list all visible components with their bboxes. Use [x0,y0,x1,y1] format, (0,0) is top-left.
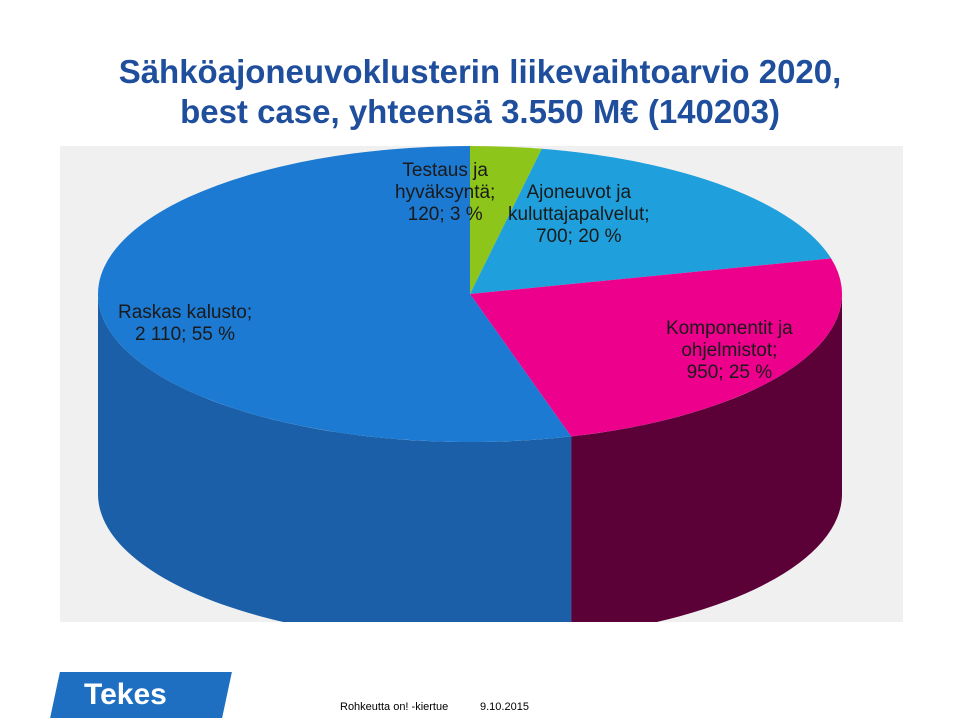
slice-label-ajoneuvot: Ajoneuvot ja kuluttajapalvelut; 700; 20 … [508,182,650,248]
slice-label-raskas: Raskas kalusto; 2 110; 55 % [118,302,252,346]
pie-top-faces [98,146,842,442]
chart-title: Sähköajoneuvoklusterin liikevaihtoarvio … [0,52,960,132]
slice-label-line: kuluttajapalvelut; [508,204,650,225]
pie-slice-0 [470,146,542,294]
chart-title-line-1: Sähköajoneuvoklusterin liikevaihtoarvio … [118,53,842,90]
slice-label-line: Raskas kalusto; [118,302,253,323]
slice-label-line: Komponentit ja [666,318,793,339]
slice-label-line: Ajoneuvot ja [526,182,632,203]
slice-label-line: 950; 25 % [686,362,773,383]
slice-label-line: 2 110; 55 % [135,324,236,345]
slice-label-line: 120; 3 % [407,204,483,225]
tekes-logo-text: Tekes [84,678,167,711]
pie-slice-2 [470,258,842,437]
chart-title-line-2: best case, yhteensä 3.550 M€ (140203) [180,93,780,130]
slice-label-line: ohjelmistot; [681,340,778,361]
pie-chart [98,146,842,622]
slice-label-line: Testaus ja [402,160,488,181]
pie-side-walls [98,294,842,622]
slice-label-komponentit: Komponentit ja ohjelmistot; 950; 25 % [666,318,793,384]
slice-label-line: hyväksyntä; [395,182,496,203]
pie-slice-3 [98,146,572,442]
slice-label-testaus: Testaus ja hyväksyntä; 120; 3 % [395,160,495,226]
pie-slice-1 [470,148,832,294]
footer-date: 9.10.2015 [480,701,529,713]
slice-label-line: 700; 20 % [535,226,622,247]
pie-slice-side-2 [571,294,842,622]
chart-area: Testaus ja hyväksyntä; 120; 3 % Ajoneuvo… [60,146,903,622]
footer-slogan: Rohkeutta on! -kiertue [340,701,449,713]
pie-slice-side-3 [98,294,572,622]
